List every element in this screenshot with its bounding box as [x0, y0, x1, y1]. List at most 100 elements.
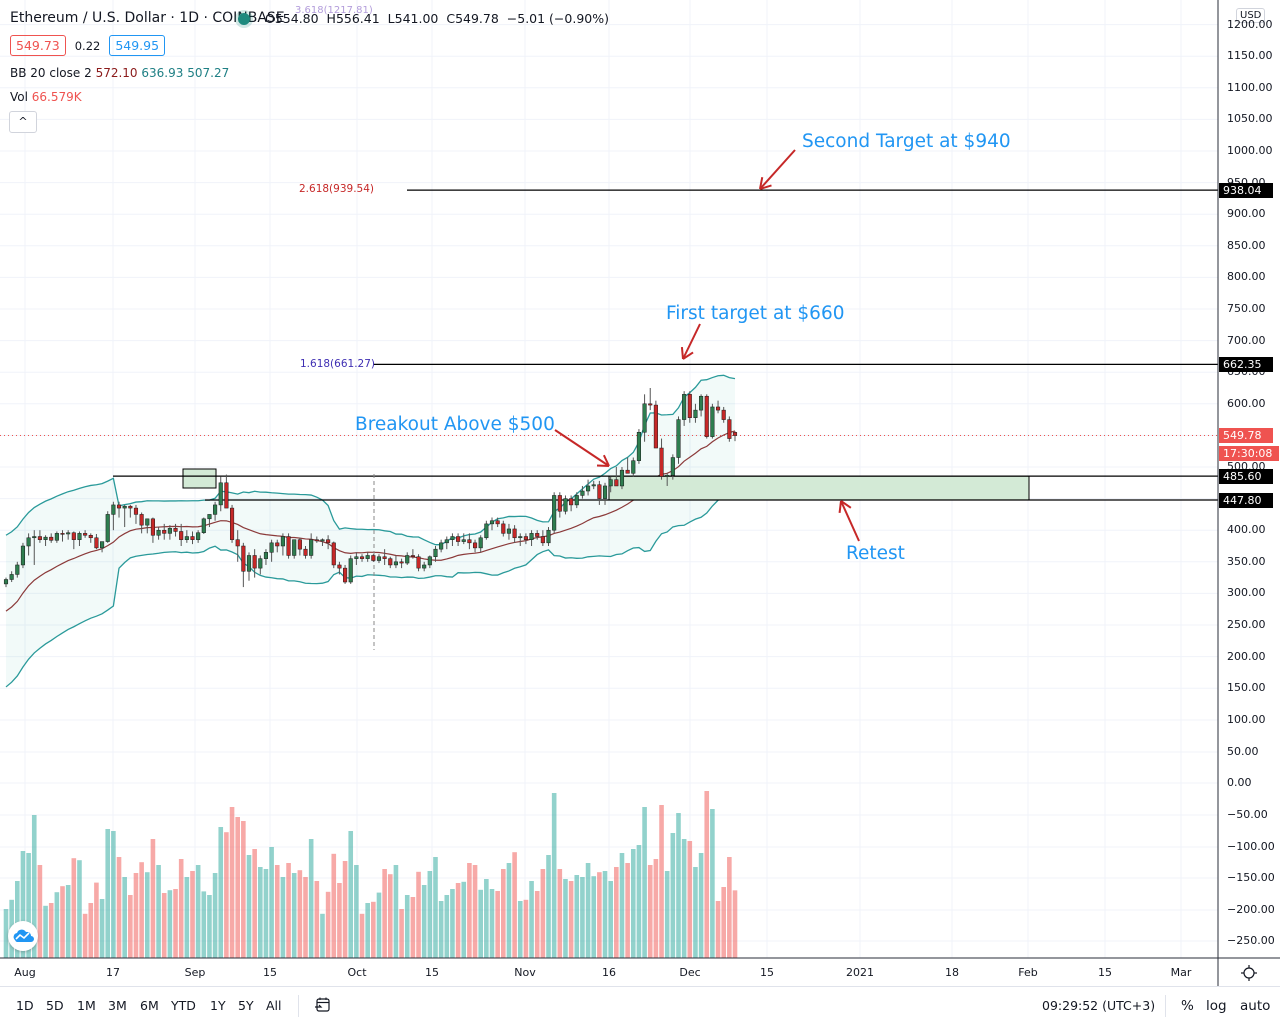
- price-tick: 350.00: [1227, 554, 1266, 568]
- time-tick: 2021: [846, 966, 874, 979]
- price-tick: 1050.00: [1227, 112, 1273, 126]
- vol-value: 66.579K: [31, 90, 82, 104]
- price-tick: 1150.00: [1227, 49, 1273, 63]
- time-tick: 15: [760, 966, 774, 979]
- time-tick: 16: [602, 966, 616, 979]
- price-tick: 900.00: [1227, 207, 1266, 221]
- currency-badge[interactable]: USD: [1236, 8, 1266, 23]
- low-value: 541.00: [394, 11, 439, 26]
- symbol-legend: Ethereum / U.S. Dollar · 1D · COINBASE: [10, 10, 285, 26]
- price-tick: 750.00: [1227, 302, 1266, 315]
- time-tick: 18: [945, 966, 959, 979]
- toolbar-divider-right: [1165, 995, 1166, 1017]
- price-tag: 938.04: [1219, 183, 1273, 198]
- bid-ask-row: 549.73 0.22 549.95: [10, 35, 166, 56]
- range-5d-button[interactable]: 5D: [46, 998, 64, 1013]
- price-tag: 447.80: [1219, 493, 1273, 508]
- time-tick: Sep: [184, 966, 206, 979]
- price-tick: 1000.00: [1227, 144, 1273, 157]
- time-tick: Nov: [514, 966, 536, 979]
- fib-1618-label: 1.618(661.27): [300, 358, 375, 370]
- bollinger-bands: [5, 374, 736, 688]
- cloud-logo-icon: [13, 929, 34, 942]
- log-scale-toggle[interactable]: log: [1206, 998, 1227, 1014]
- percent-scale-toggle[interactable]: %: [1181, 998, 1194, 1014]
- close-value: 549.78: [455, 11, 499, 26]
- bb-basis: 572.10: [95, 66, 138, 80]
- price-tick: 600.00: [1227, 396, 1266, 410]
- fib-top-label: 3.618(1217.81): [295, 5, 373, 16]
- range-3m-button[interactable]: 3M: [108, 998, 127, 1013]
- toolbar-divider: [298, 995, 299, 1017]
- price-tick: 150.00: [1227, 681, 1266, 695]
- bottom-toolbar: 1D 5D 1M 3M 6M YTD 1Y 5Y All 09:29:52 (U…: [0, 986, 1280, 1025]
- range-6m-button[interactable]: 6M: [140, 998, 159, 1013]
- price-chart-canvas[interactable]: [0, 0, 1280, 986]
- price-tag: 485.60: [1219, 469, 1273, 484]
- vol-name: Vol: [10, 90, 28, 104]
- volume-tick: 0.00: [1227, 776, 1252, 789]
- auto-scale-toggle[interactable]: auto: [1240, 998, 1271, 1014]
- volume-tick: 100.00: [1227, 713, 1266, 726]
- price-tick: 1200.00: [1227, 17, 1273, 31]
- candlesticks: [3, 388, 738, 588]
- live-dot-icon: [238, 13, 250, 25]
- volume-bars: [3, 791, 738, 958]
- volume-tick: −50.00: [1227, 808, 1268, 821]
- time-tick: Dec: [679, 966, 701, 979]
- range-all-button[interactable]: All: [266, 998, 282, 1013]
- volume-tick: −250.00: [1227, 934, 1275, 947]
- clock-display[interactable]: 09:29:52 (UTC+3): [1042, 998, 1156, 1013]
- price-tick: 300.00: [1227, 586, 1266, 600]
- second-target-annotation[interactable]: Second Target at $940: [802, 131, 1011, 152]
- ohlc-values: O554.80 H556.41 L541.00 C549.78 −5.01 (−…: [265, 11, 609, 26]
- time-tick: Mar: [1170, 966, 1192, 979]
- price-tick: 800.00: [1227, 270, 1266, 284]
- buy-price-button[interactable]: 549.95: [109, 35, 166, 56]
- range-1d-button[interactable]: 1D: [16, 998, 34, 1013]
- change-value: −5.01 (−0.90%): [506, 11, 609, 26]
- price-tick: 850.00: [1227, 238, 1266, 252]
- time-tick: Aug: [14, 966, 36, 979]
- open-value: 554.80: [274, 11, 319, 26]
- bb-legend[interactable]: BB 20 close 2 572.10 636.93 507.27: [10, 66, 229, 80]
- breakout-annotation[interactable]: Breakout Above $500: [355, 414, 555, 435]
- price-tag: 549.78: [1219, 428, 1273, 443]
- price-tag: 17:30:08: [1219, 446, 1279, 461]
- retest-annotation[interactable]: Retest: [846, 543, 905, 564]
- sell-price-button[interactable]: 549.73: [10, 35, 66, 56]
- range-1m-button[interactable]: 1M: [77, 998, 96, 1013]
- price-tick: 1100.00: [1227, 80, 1273, 94]
- volume-legend[interactable]: Vol 66.579K: [10, 90, 82, 104]
- chevron-up-icon: ^: [18, 115, 28, 128]
- annotation-arrows: [554, 149, 860, 542]
- time-tick: 15: [1098, 966, 1112, 979]
- volume-tick: 50.00: [1227, 745, 1259, 758]
- volume-tick: −100.00: [1227, 840, 1275, 853]
- collapse-legend-button[interactable]: ^: [9, 111, 37, 133]
- range-5y-button[interactable]: 5Y: [238, 998, 254, 1013]
- time-tick: Feb: [1018, 966, 1038, 979]
- volume-tick: −150.00: [1227, 871, 1275, 884]
- time-tick: 15: [263, 966, 277, 979]
- tradingview-logo-button[interactable]: [8, 921, 38, 951]
- time-tick: Oct: [347, 966, 367, 979]
- chart-settings-gear-icon[interactable]: [1240, 964, 1258, 982]
- price-tick: 200.00: [1227, 649, 1266, 663]
- symbol-title[interactable]: Ethereum / U.S. Dollar · 1D · COINBASE: [10, 10, 285, 26]
- first-target-annotation[interactable]: First target at $660: [666, 303, 845, 324]
- price-tick: 700.00: [1227, 333, 1266, 347]
- range-1y-button[interactable]: 1Y: [210, 998, 226, 1013]
- price-tick: 400.00: [1227, 523, 1266, 537]
- volume-tick: −200.00: [1227, 903, 1275, 916]
- goto-date-icon[interactable]: [314, 996, 332, 1018]
- range-ytd-button[interactable]: YTD: [171, 998, 196, 1013]
- support-zone: [0, 189, 1218, 650]
- time-tick: 17: [106, 966, 120, 979]
- bb-name: BB 20 close 2: [10, 66, 92, 80]
- bb-upper: 636.93: [141, 66, 184, 80]
- spread-value: 0.22: [74, 39, 101, 53]
- axes: [0, 0, 1280, 986]
- price-tick: 250.00: [1227, 618, 1266, 631]
- high-value: 556.41: [335, 11, 380, 26]
